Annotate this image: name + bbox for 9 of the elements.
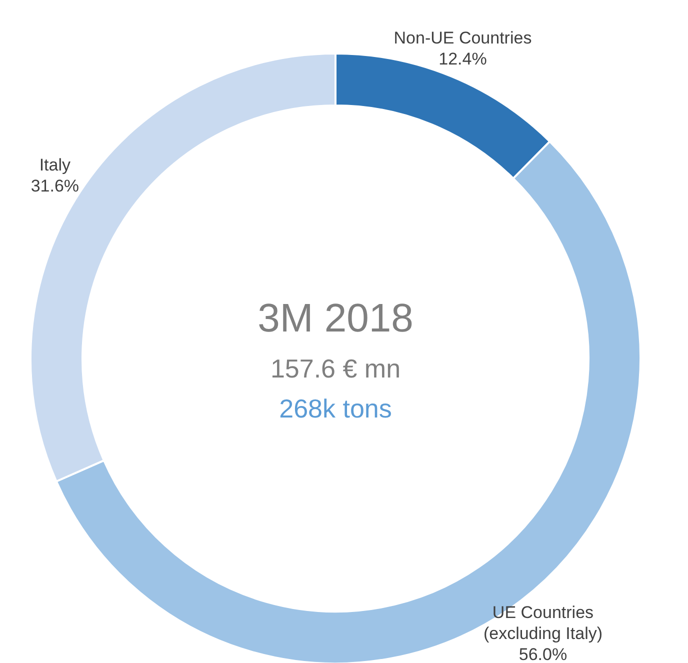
- data-label: 56.0%: [518, 644, 568, 663]
- text: 3M 2018: [258, 296, 414, 340]
- data-label: 12.4%: [438, 50, 487, 69]
- slice-label: Non-UE Countries: [394, 28, 532, 48]
- text: 268k tons: [279, 394, 392, 424]
- data-label: 31.6%: [30, 176, 80, 196]
- text: 157.6 € mn: [270, 354, 401, 384]
- slice-label: Italy: [39, 156, 72, 175]
- slice-label: UE Countries (excluding Italy): [483, 603, 603, 643]
